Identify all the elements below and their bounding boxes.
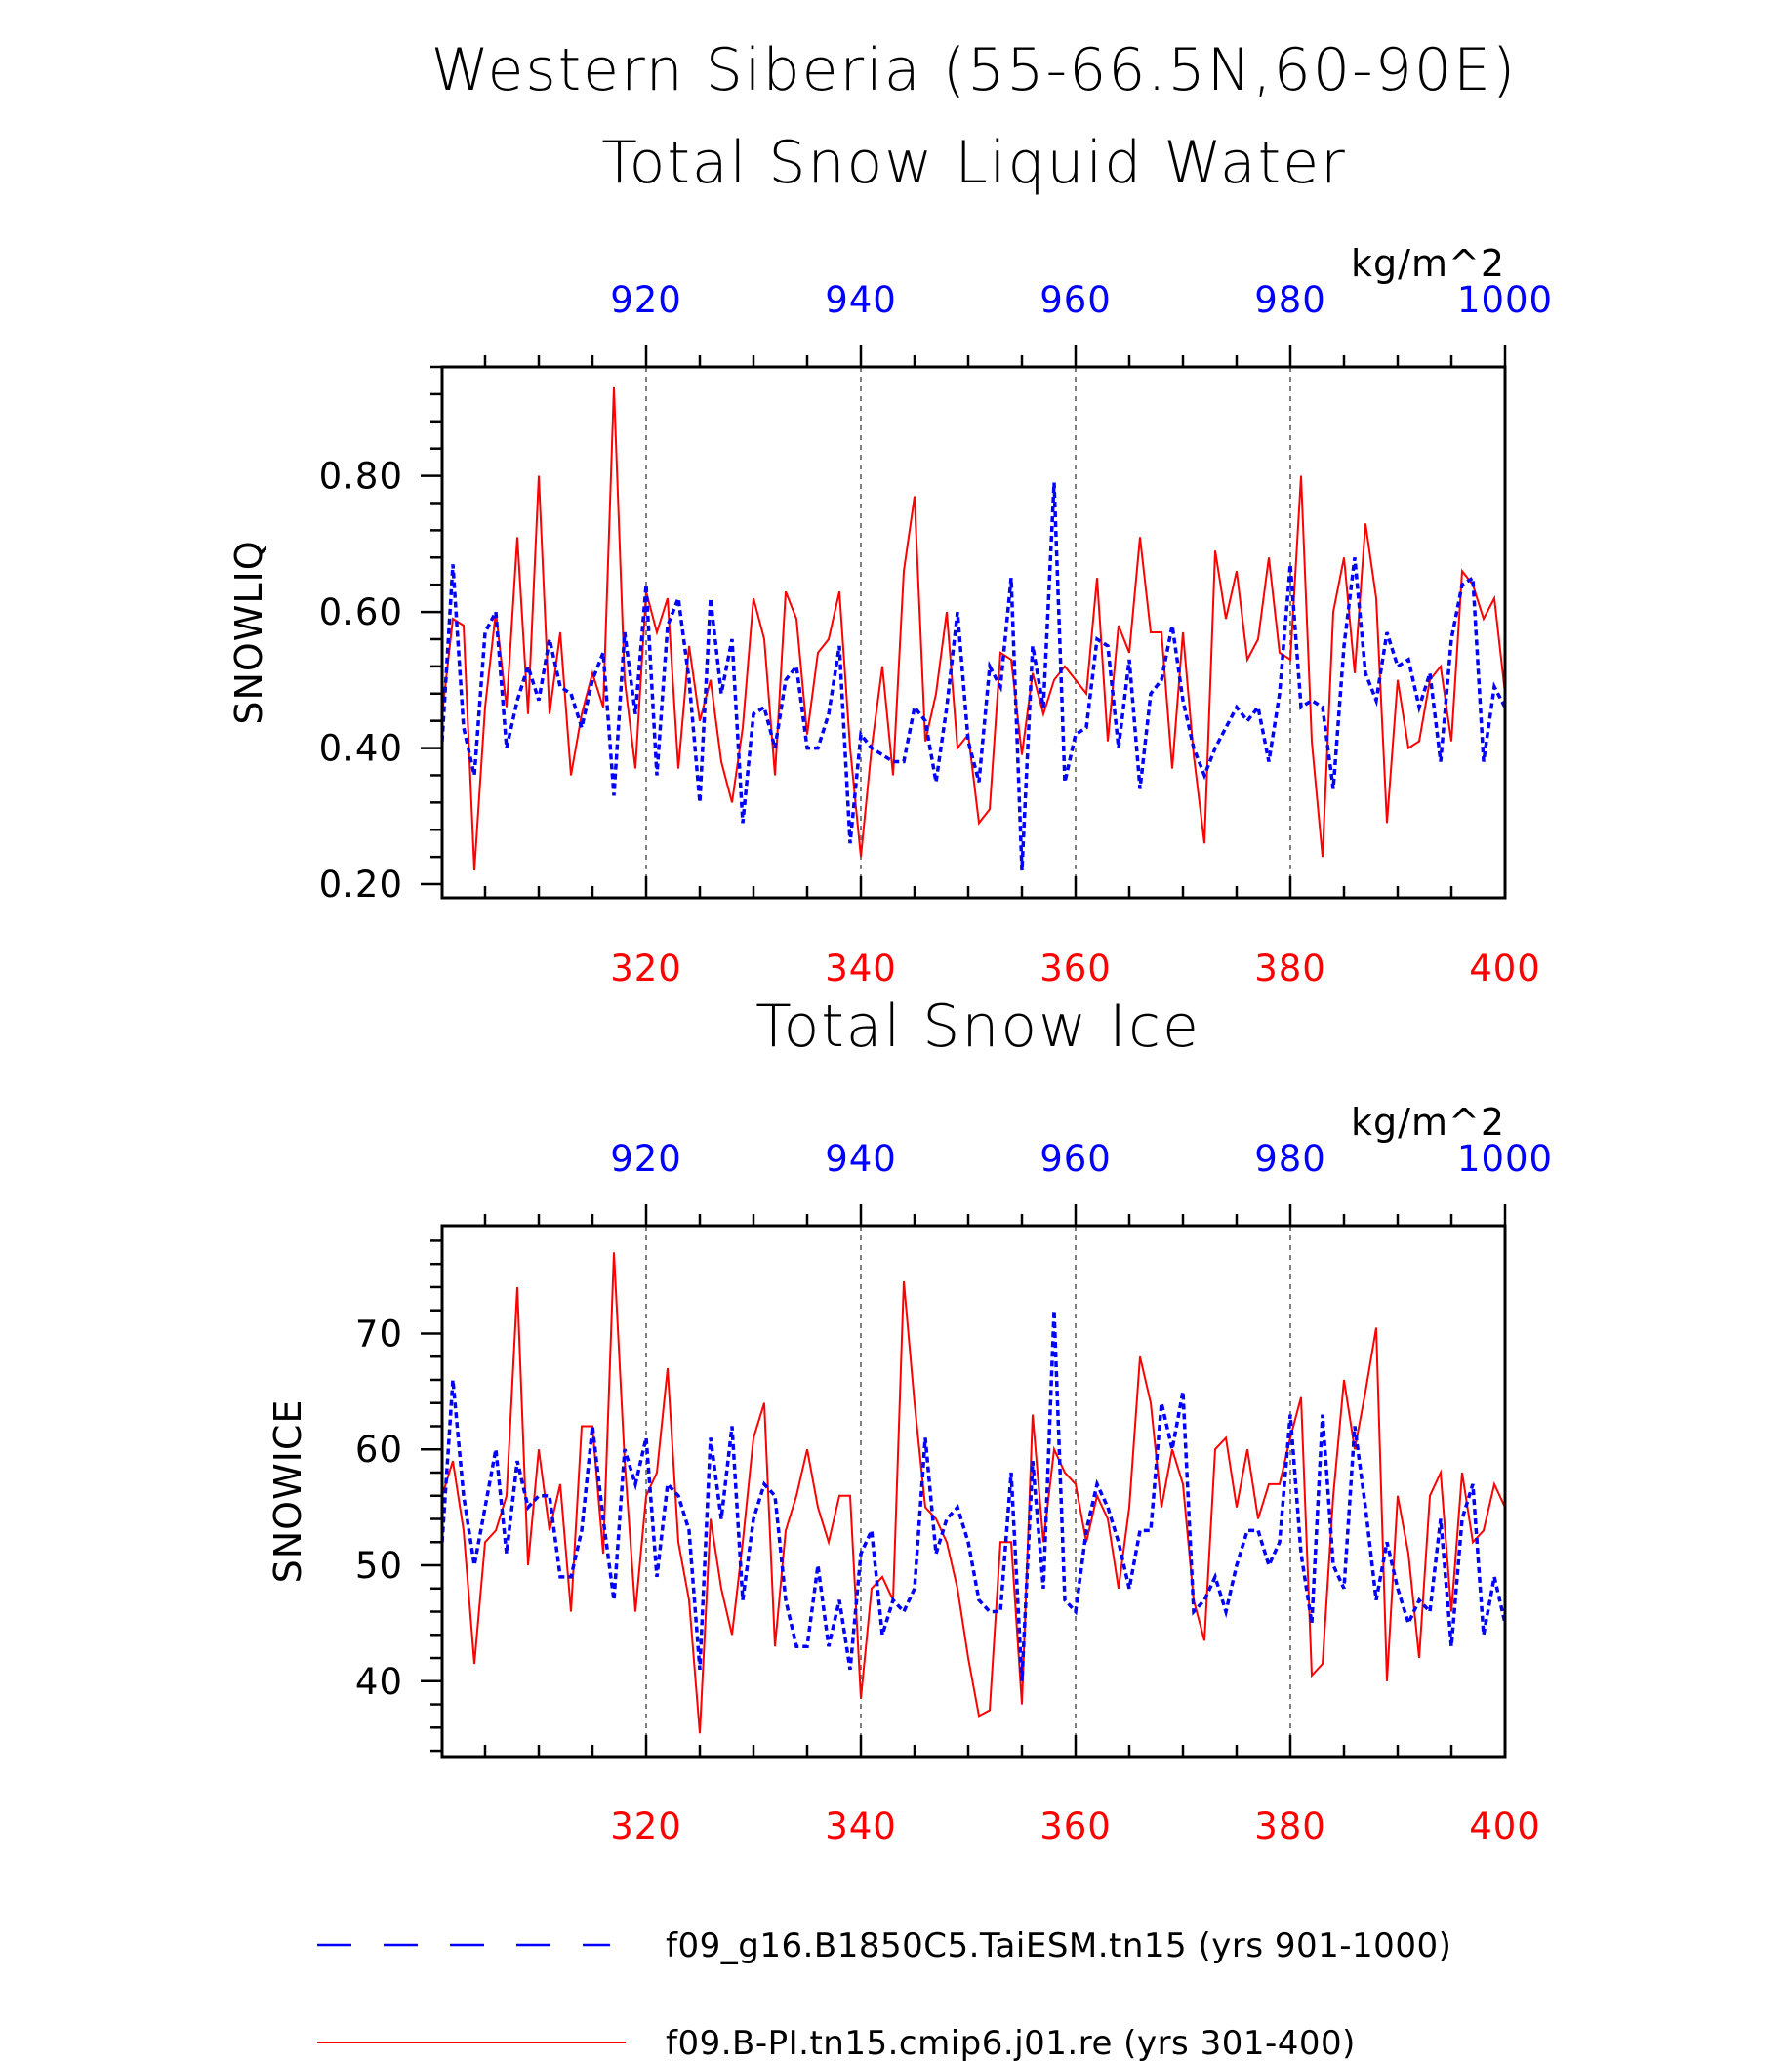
x-bottom-tick-label: 380 <box>1254 948 1326 990</box>
y-axis-label: SNOWLIQ <box>227 540 270 724</box>
y-tick-label: 70 <box>355 1313 403 1354</box>
x-bottom-tick-label: 340 <box>825 1805 897 1847</box>
x-bottom-tick-label: 340 <box>825 948 897 990</box>
x-bottom-tick-label: 400 <box>1469 1805 1541 1847</box>
series-line-cmip6 <box>442 1252 1505 1734</box>
y-tick-label: 60 <box>355 1429 403 1471</box>
x-bottom-tick-label: 360 <box>1039 948 1112 990</box>
x-bottom-tick-label: 360 <box>1039 1805 1112 1847</box>
x-top-tick-label: 920 <box>610 1138 682 1180</box>
x-top-tick-label: 1000 <box>1457 1138 1553 1180</box>
legend: f09_g16.B1850C5.TaiESM.tn15 (yrs 901-100… <box>317 1926 1451 2062</box>
x-bottom-tick-label: 320 <box>610 948 682 990</box>
legend-label-cmip6: f09.B-PI.tn15.cmip6.j01.re (yrs 301-400) <box>666 2024 1356 2062</box>
y-tick-label: 0.60 <box>319 591 403 633</box>
y-tick-label: 0.40 <box>319 728 403 770</box>
unit-label: kg/m^2 <box>1351 242 1505 285</box>
x-bottom-tick-label: 400 <box>1469 948 1541 990</box>
x-top-tick-label: 980 <box>1254 279 1326 321</box>
snowice-panel: 40 50 60 70 320 340 360 380 400 920 940 960 980 1000k… <box>266 1101 1553 1847</box>
panel2-title: Total Snow Ice <box>755 992 1201 1061</box>
y-tick-label: 0.80 <box>319 456 403 498</box>
figure-title: Western Siberia (55-66.5N,60-90E) <box>431 36 1518 104</box>
x-top-tick-label: 940 <box>825 1138 897 1180</box>
x-top-tick-label: 960 <box>1039 1138 1112 1180</box>
x-top-tick-label: 940 <box>825 279 897 321</box>
snowliq-panel: 0.20 0.40 0.60 0.80 320 340 360 380 400 920 940 960… <box>227 242 1553 990</box>
series-line-taiesm <box>442 1310 1505 1681</box>
y-tick-label: 50 <box>355 1545 403 1587</box>
series-line-cmip6 <box>442 386 1505 871</box>
plot-frame <box>440 365 1507 900</box>
x-bottom-tick-label: 380 <box>1254 1805 1326 1847</box>
y-tick-label: 0.20 <box>319 864 403 906</box>
x-top-tick-label: 960 <box>1039 279 1112 321</box>
unit-label: kg/m^2 <box>1351 1101 1505 1144</box>
legend-label-taiesm: f09_g16.B1850C5.TaiESM.tn15 (yrs 901-100… <box>666 1926 1451 1965</box>
x-top-tick-label: 1000 <box>1457 279 1553 321</box>
x-top-tick-label: 980 <box>1254 1138 1326 1180</box>
panel1-title: Total Snow Liquid Water <box>601 129 1347 197</box>
x-top-tick-label: 920 <box>610 279 682 321</box>
y-axis-label: SNOWICE <box>266 1399 309 1584</box>
y-tick-label: 40 <box>355 1661 403 1703</box>
plot-frame <box>440 1224 1507 1759</box>
series-line-taiesm <box>442 482 1505 871</box>
x-bottom-tick-label: 320 <box>610 1805 682 1847</box>
